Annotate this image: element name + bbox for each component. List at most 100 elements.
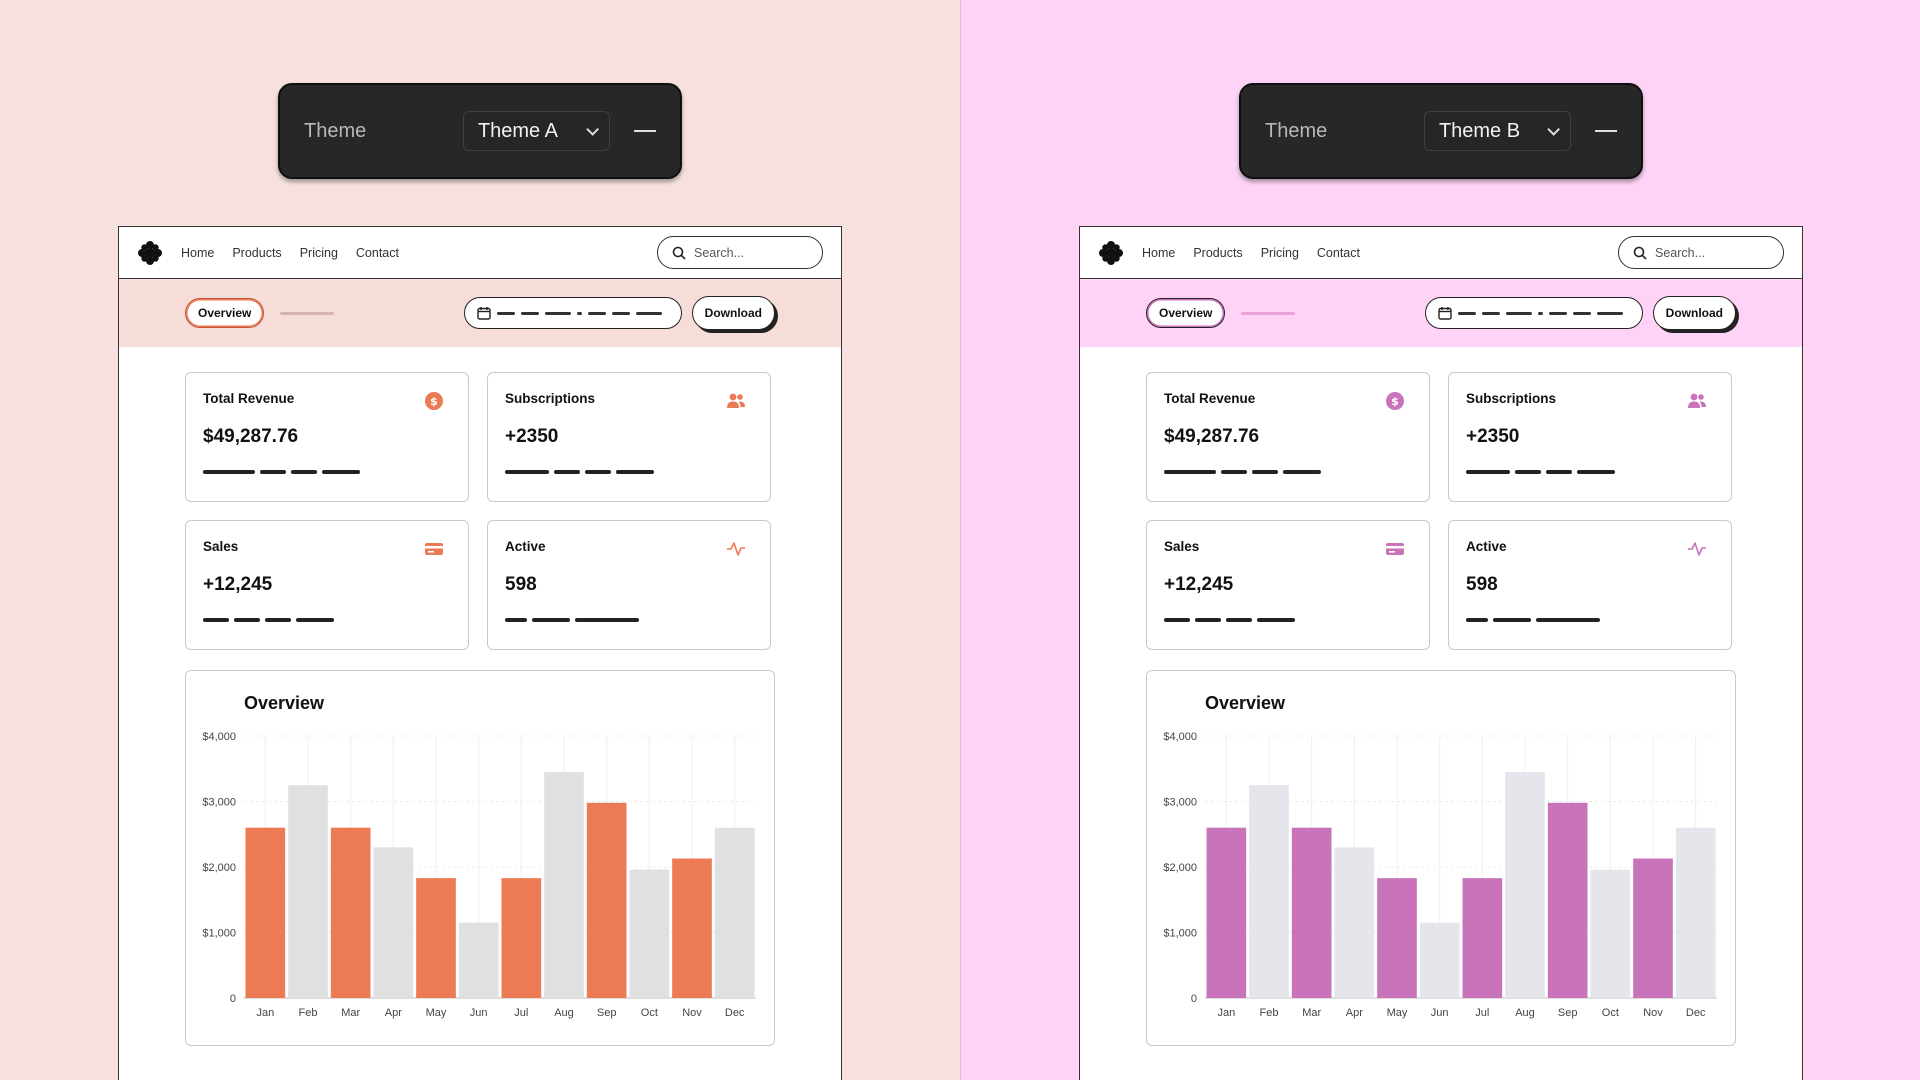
x-tick-label: Jul xyxy=(514,1007,528,1019)
nav-link-home[interactable]: Home xyxy=(181,245,215,260)
x-tick-label: Oct xyxy=(1602,1007,1619,1019)
bar-sep[interactable] xyxy=(586,802,627,998)
dashboard-toolbar: Overview Download xyxy=(1080,279,1802,347)
bar-jun[interactable] xyxy=(458,922,499,998)
logo-icon[interactable] xyxy=(1098,240,1124,266)
theme-dropdown-value: Theme A xyxy=(477,119,558,142)
x-tick-label: Apr xyxy=(1346,1007,1363,1019)
search-placeholder: Search... xyxy=(694,245,745,260)
search-icon xyxy=(1633,246,1647,260)
download-button[interactable]: Download xyxy=(1652,296,1736,330)
bar-mar[interactable] xyxy=(330,827,371,998)
stat-card-active: Active 598 xyxy=(487,520,771,650)
nav-link-products[interactable]: Products xyxy=(1193,245,1243,260)
overview-tab[interactable]: Overview xyxy=(1146,298,1226,328)
x-tick-label: Feb xyxy=(299,1007,318,1019)
nav-link-contact[interactable]: Contact xyxy=(355,245,399,260)
x-tick-label: May xyxy=(426,1007,447,1019)
collapse-button[interactable] xyxy=(634,130,657,132)
theme-label: Theme xyxy=(304,119,367,142)
users-icon xyxy=(1688,393,1706,408)
bar-oct[interactable] xyxy=(629,869,670,998)
y-tick-label: $4,000 xyxy=(202,731,236,743)
nav-link-home[interactable]: Home xyxy=(1142,245,1176,260)
x-tick-label: Jun xyxy=(1431,1007,1449,1019)
y-tick-label: $4,000 xyxy=(1163,731,1197,743)
x-tick-label: Feb xyxy=(1260,1007,1279,1019)
bar-apr[interactable] xyxy=(1334,847,1375,998)
nav-link-pricing[interactable]: Pricing xyxy=(1260,245,1299,260)
bar-dec[interactable] xyxy=(714,827,755,998)
card-value: +12,245 xyxy=(1164,574,1234,595)
bar-jan[interactable] xyxy=(1206,827,1247,998)
date-range-picker[interactable] xyxy=(463,297,682,329)
card-title: Total Revenue xyxy=(203,391,295,406)
stat-card-active: Active 598 xyxy=(1448,520,1732,650)
bar-may[interactable] xyxy=(416,878,456,998)
theme-dropdown-value: Theme B xyxy=(1438,119,1521,142)
x-tick-label: Dec xyxy=(725,1007,745,1019)
search-icon xyxy=(672,246,686,260)
bar-jan[interactable] xyxy=(245,827,286,998)
dashboard-toolbar: Overview Download xyxy=(119,279,841,347)
top-nav: Home Products Pricing Contact Search... xyxy=(1080,227,1802,279)
x-tick-label: Oct xyxy=(641,1007,658,1019)
x-tick-label: Aug xyxy=(554,1007,574,1019)
activity-icon xyxy=(1688,542,1706,556)
svg-text:$: $ xyxy=(1391,395,1399,408)
bar-may[interactable] xyxy=(1377,878,1417,998)
stat-card-sales: Sales +12,245 xyxy=(185,520,469,650)
bar-oct[interactable] xyxy=(1590,869,1631,998)
download-button[interactable]: Download xyxy=(691,296,775,330)
bar-aug[interactable] xyxy=(544,772,584,998)
bar-jun[interactable] xyxy=(1419,922,1460,998)
card-title: Active xyxy=(505,539,546,554)
dashboard-preview: Home Products Pricing Contact Search... … xyxy=(118,226,842,1080)
search-input[interactable]: Search... xyxy=(1618,236,1784,269)
nav-link-pricing[interactable]: Pricing xyxy=(299,245,338,260)
chevron-down-icon xyxy=(1547,122,1561,136)
bar-sep[interactable] xyxy=(1547,802,1588,998)
theme-selector-panel: Theme Theme A xyxy=(278,83,682,179)
card-title: Subscriptions xyxy=(1466,391,1557,406)
tab-placeholder[interactable] xyxy=(1241,311,1296,315)
card-title: Sales xyxy=(1164,539,1200,554)
nav-link-products[interactable]: Products xyxy=(232,245,282,260)
y-tick-label: $1,000 xyxy=(202,928,236,940)
bar-feb[interactable] xyxy=(288,785,328,998)
overview-chart-card: Overview 0 $1,000 $2,000 $3,000 $4,000 Jan Feb… xyxy=(1146,670,1736,1046)
theme-label: Theme xyxy=(1265,119,1328,142)
bar-jul[interactable] xyxy=(1462,878,1503,998)
y-tick-label: $2,000 xyxy=(202,862,236,874)
x-tick-label: Sep xyxy=(1558,1007,1578,1019)
overview-tab[interactable]: Overview xyxy=(185,298,265,328)
bar-aug[interactable] xyxy=(1505,772,1545,998)
card-value: 598 xyxy=(1466,574,1498,595)
y-tick-label: 0 xyxy=(1191,993,1197,1005)
y-tick-label: 0 xyxy=(230,993,236,1005)
bar-dec[interactable] xyxy=(1675,827,1716,998)
date-range-picker[interactable] xyxy=(1424,297,1643,329)
bar-nov[interactable] xyxy=(1633,858,1673,998)
y-tick-label: $2,000 xyxy=(1163,862,1197,874)
bar-mar[interactable] xyxy=(1291,827,1332,998)
activity-icon xyxy=(727,542,745,556)
x-tick-label: Mar xyxy=(1302,1007,1321,1019)
theme-dropdown[interactable]: Theme A xyxy=(462,111,611,151)
bar-jul[interactable] xyxy=(501,878,542,998)
tab-placeholder[interactable] xyxy=(280,311,335,315)
x-tick-label: Dec xyxy=(1686,1007,1706,1019)
bar-apr[interactable] xyxy=(373,847,414,998)
nav-link-contact[interactable]: Contact xyxy=(1316,245,1360,260)
collapse-button[interactable] xyxy=(1595,130,1618,132)
bar-nov[interactable] xyxy=(672,858,712,998)
search-input[interactable]: Search... xyxy=(657,236,823,269)
top-nav: Home Products Pricing Contact Search... xyxy=(119,227,841,279)
x-tick-label: Jan xyxy=(1217,1007,1235,1019)
y-tick-label: $1,000 xyxy=(1163,928,1197,940)
overview-bar-chart: 0 $1,000 $2,000 $3,000 $4,000 Jan Feb Mar Apr May… xyxy=(202,731,756,1019)
theme-dropdown[interactable]: Theme B xyxy=(1423,111,1572,151)
card-title: Sales xyxy=(203,539,239,554)
logo-icon[interactable] xyxy=(137,240,163,266)
bar-feb[interactable] xyxy=(1249,785,1289,998)
